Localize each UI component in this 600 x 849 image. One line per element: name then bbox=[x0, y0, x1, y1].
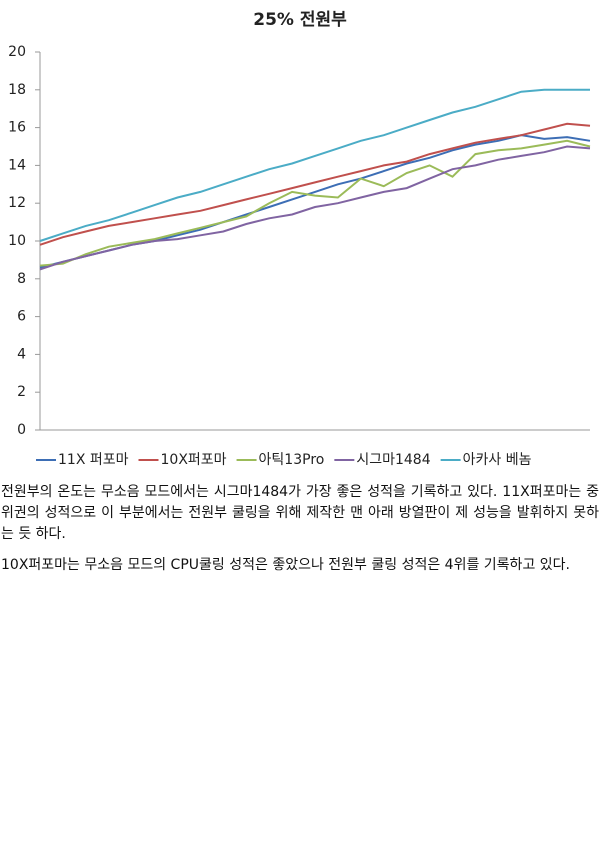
series-line bbox=[39, 88, 590, 242]
y-tick-label: 10 bbox=[8, 233, 26, 249]
series-line bbox=[39, 139, 591, 267]
chart-title: 25% 전원부 bbox=[253, 10, 347, 30]
y-tick-label: 18 bbox=[8, 82, 26, 98]
y-tick-label: 6 bbox=[17, 309, 26, 325]
y-tick-label: 14 bbox=[8, 157, 26, 173]
series-line bbox=[39, 145, 591, 271]
y-tick-label: 0 bbox=[17, 422, 26, 438]
paragraph: 10X퍼포마는 무소음 모드의 CPU쿨링 성적은 좋았으나 전원부 쿨링 성적… bbox=[1, 557, 570, 573]
y-tick-label: 2 bbox=[17, 384, 26, 400]
body-text: 전원부의 온도는 무소음 모드에서는 시그마1484가 가장 좋은 성적을 기록… bbox=[0, 482, 600, 576]
series-line bbox=[39, 122, 591, 246]
legend-label: 11X 퍼포마 bbox=[58, 452, 129, 468]
y-tick-label: 4 bbox=[17, 346, 26, 362]
y-tick-label: 16 bbox=[8, 120, 26, 136]
paragraph: 전원부의 온도는 무소음 모드에서는 시그마1484가 가장 좋은 성적을 기록… bbox=[1, 484, 599, 542]
y-tick-label: 8 bbox=[17, 271, 26, 287]
chart: 25% 전원부 0 2 4 6 8 10 12 14 16 18 20 11X 퍼포마 10X퍼포마 아틱… bbox=[8, 10, 591, 468]
y-tick-label: 20 bbox=[8, 44, 26, 60]
y-tick-label: 12 bbox=[8, 195, 26, 211]
legend-label: 아카사 베놈 bbox=[463, 452, 532, 468]
legend-label: 시그마1484 bbox=[356, 452, 430, 468]
legend-label: 10X퍼포마 bbox=[161, 452, 227, 468]
legend-label: 아틱13Pro bbox=[259, 452, 325, 468]
